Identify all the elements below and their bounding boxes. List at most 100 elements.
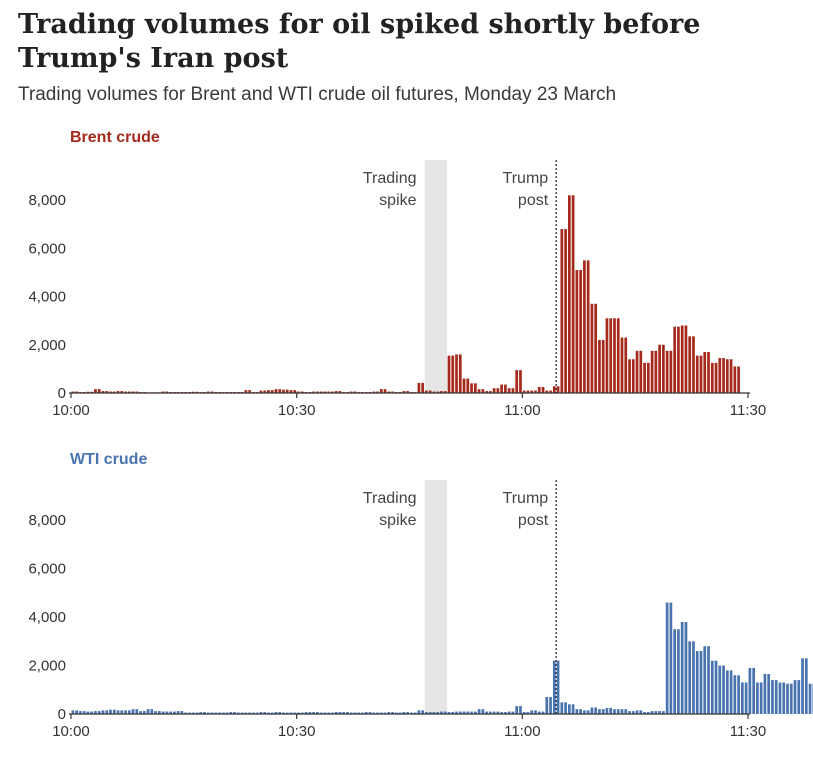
volume-bar	[530, 710, 534, 714]
volume-bar	[428, 712, 432, 714]
volume-bar	[786, 683, 789, 714]
volume-bar	[733, 675, 737, 714]
volume-bar	[312, 712, 315, 714]
volume-bar	[658, 711, 661, 714]
panel-title: WTI crude	[70, 451, 147, 468]
volume-bar	[267, 712, 270, 714]
volume-bar	[304, 712, 308, 714]
x-tick-label: 11:30	[730, 723, 766, 740]
x-tick-label: 11:00	[504, 402, 540, 419]
volume-bar	[210, 391, 214, 393]
volume-bar	[379, 389, 383, 393]
volume-bar	[195, 712, 199, 714]
trading-spike-label: Trading	[363, 490, 417, 507]
volume-bar	[432, 712, 436, 714]
volume-bar	[82, 711, 86, 714]
volume-bar	[105, 710, 109, 714]
volume-bar	[654, 711, 658, 714]
volume-bar	[293, 390, 297, 393]
volume-bar	[229, 712, 233, 714]
volume-bar	[124, 391, 127, 393]
volume-bar	[372, 712, 376, 714]
volume-bar	[248, 390, 252, 393]
volume-bar	[534, 710, 537, 714]
volume-bar	[376, 712, 379, 714]
volume-bar	[466, 378, 470, 393]
volume-bar	[481, 389, 485, 393]
trump-post-label: post	[518, 512, 549, 529]
volume-bar	[756, 682, 759, 714]
volume-bar	[725, 359, 729, 393]
volume-bar	[477, 389, 481, 393]
volume-bar	[94, 389, 97, 393]
volume-bar	[492, 388, 496, 393]
volume-bar	[699, 651, 703, 714]
volume-bar	[398, 712, 402, 714]
volume-bar	[639, 350, 643, 393]
volume-bar	[75, 710, 78, 714]
volume-bar	[225, 712, 229, 714]
volume-bar	[718, 358, 722, 393]
volume-bar	[173, 711, 176, 714]
volume-bar	[496, 388, 500, 393]
volume-bar	[680, 621, 684, 714]
volume-bar	[349, 391, 353, 393]
volume-bar	[579, 709, 582, 714]
volume-bar	[771, 680, 774, 714]
volume-bar	[590, 707, 594, 714]
panel-title: Brent crude	[70, 129, 160, 146]
volume-bar	[718, 665, 722, 714]
volume-bar	[519, 706, 522, 714]
volume-bar	[109, 709, 112, 714]
volume-bar	[560, 702, 564, 714]
volume-bar	[233, 712, 236, 714]
volume-bar	[722, 665, 725, 714]
volume-bar	[323, 391, 327, 393]
volume-bar	[180, 711, 184, 714]
volume-bar	[692, 336, 695, 393]
volume-bar	[270, 712, 274, 714]
volume-bar	[237, 712, 240, 714]
volume-bar	[455, 354, 458, 393]
volume-bar	[609, 318, 613, 393]
volume-bar	[473, 383, 477, 393]
volume-bar	[191, 391, 195, 393]
volume-bar	[564, 702, 567, 714]
y-tick-label: 4,000	[28, 609, 66, 626]
volume-bar	[263, 390, 267, 393]
y-tick-label: 6,000	[28, 240, 66, 257]
volume-bar	[598, 709, 601, 714]
volume-bar	[601, 709, 605, 714]
volume-bar	[560, 229, 564, 393]
volume-bar	[199, 712, 203, 714]
volume-bar	[353, 712, 357, 714]
volume-bar	[165, 711, 169, 714]
volume-bar	[131, 709, 135, 714]
volume-bar	[267, 390, 270, 393]
volume-bar	[146, 709, 150, 714]
volume-bar	[428, 390, 432, 393]
volume-bar	[643, 362, 646, 393]
volume-bar	[466, 711, 470, 714]
volume-bar	[90, 391, 94, 393]
trading-spike-label: spike	[379, 192, 416, 209]
volume-bar	[752, 667, 755, 714]
volume-bar	[458, 354, 462, 393]
volume-bar	[383, 712, 387, 714]
volume-bar	[319, 712, 323, 714]
volume-bar	[206, 712, 210, 714]
volume-bar	[361, 712, 364, 714]
volume-bar	[379, 712, 383, 714]
volume-bar	[605, 318, 609, 393]
volume-bar	[549, 390, 552, 393]
volume-bar	[609, 707, 613, 714]
volume-bar	[628, 711, 631, 714]
volume-bar	[703, 352, 707, 393]
y-tick-label: 2,000	[28, 658, 66, 675]
volume-bar	[545, 390, 549, 393]
volume-bar	[161, 391, 165, 393]
volume-bar	[135, 709, 139, 714]
volume-bar	[616, 709, 620, 714]
volume-bar	[124, 710, 127, 714]
